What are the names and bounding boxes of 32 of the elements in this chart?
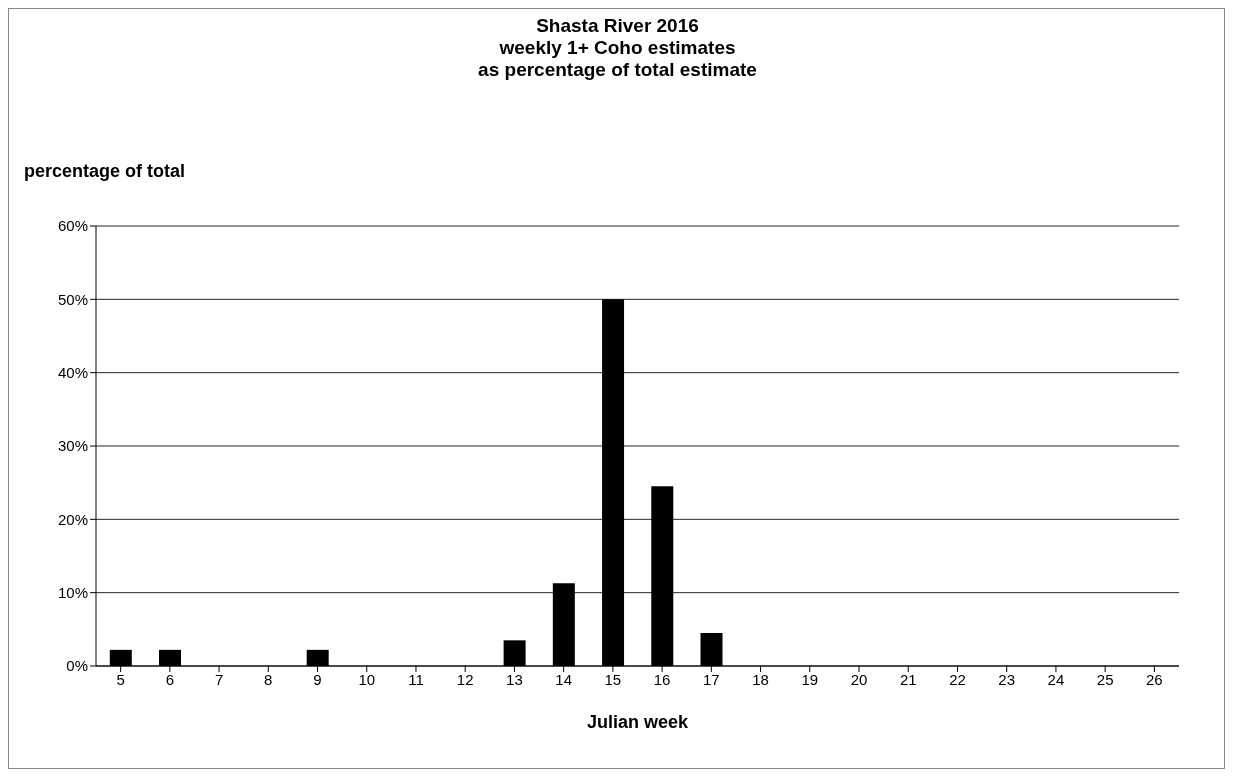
x-tick-label: 22 bbox=[949, 670, 966, 688]
x-tick-label: 5 bbox=[116, 670, 125, 688]
x-tick-label: 13 bbox=[506, 670, 523, 688]
x-tick-label: 6 bbox=[165, 670, 175, 688]
x-tick-label: 18 bbox=[752, 670, 769, 688]
x-tick-label: 20 bbox=[850, 670, 868, 688]
x-tick-label: 23 bbox=[998, 670, 1016, 688]
y-tick-label: 10% bbox=[57, 583, 88, 601]
x-tick-label: 24 bbox=[1047, 670, 1065, 688]
y-tick-label: 60% bbox=[57, 217, 88, 235]
x-tick-label: 25 bbox=[1096, 670, 1114, 688]
y-axis-title: percentage of total bbox=[24, 161, 186, 182]
chart-title: Shasta River 2016 weekly 1+ Coho estimates as percentage of total estimate bbox=[477, 15, 758, 81]
y-tick-label: 30% bbox=[57, 437, 88, 455]
x-tick-label: 8 bbox=[264, 670, 273, 688]
x-tick-label: 17 bbox=[703, 670, 720, 688]
y-tick-label: 50% bbox=[57, 290, 88, 308]
x-axis-title: Julian week bbox=[585, 712, 690, 733]
x-tick-label: 21 bbox=[899, 670, 917, 688]
y-tick-label: 0% bbox=[66, 657, 88, 675]
x-tick-label: 14 bbox=[555, 670, 572, 688]
x-tick-label: 12 bbox=[456, 670, 474, 688]
y-tick-label: 20% bbox=[57, 510, 88, 528]
y-tick-label: 40% bbox=[57, 363, 88, 381]
x-tick-label: 7 bbox=[214, 670, 224, 688]
x-tick-label: 11 bbox=[408, 670, 424, 688]
x-tick-label: 26 bbox=[1146, 670, 1163, 688]
x-tick-label: 10 bbox=[358, 670, 376, 688]
x-tick-label: 19 bbox=[801, 670, 819, 688]
x-tick-label: 9 bbox=[313, 670, 322, 688]
x-tick-label: 16 bbox=[653, 670, 671, 688]
x-tick-label: 15 bbox=[604, 670, 622, 688]
